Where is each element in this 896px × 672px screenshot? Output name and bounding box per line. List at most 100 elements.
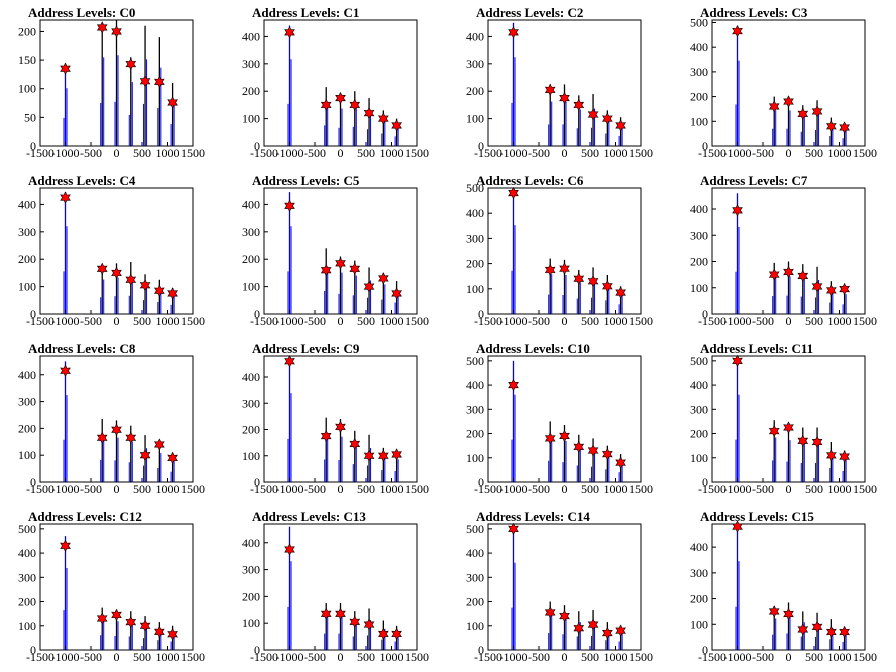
peak-marker [363,449,375,462]
x-tick-label: 1500 [853,146,877,160]
peak-marker [320,429,332,443]
x-tick-label: -500 [304,482,326,496]
x-tick-label: 500 [357,650,375,664]
panel-6: Address Levels: C60100200300400500-1500-… [466,173,653,328]
y-tick-label: 300 [242,225,260,239]
y-tick-label: 400 [18,368,36,382]
x-tick-label: 1000 [828,314,852,328]
x-tick-label: 1500 [405,650,429,664]
peak-marker [96,262,108,275]
peak-marker [284,355,295,368]
x-tick-label: 1500 [181,482,205,496]
peak-marker [602,447,613,461]
peak-marker [60,191,71,204]
peak-marker [349,98,361,112]
y-tick-label: 300 [242,396,260,410]
x-tick-label: 500 [805,482,823,496]
x-tick-label: 0 [786,146,792,160]
y-tick-label: 100 [690,617,708,631]
y-tick-label: 200 [690,592,708,606]
x-tick-label: -1500 [26,650,54,664]
x-tick-label: -1500 [698,314,726,328]
y-tick-label: 200 [242,589,260,603]
x-tick-label: 1000 [604,650,628,664]
peak-marker [320,264,332,277]
x-tick-label: -1000 [500,314,528,328]
y-tick-label: 300 [242,563,260,577]
y-tick-label: 100 [18,619,36,633]
y-tick-label: 200 [18,595,36,609]
y-tick-label: 0 [478,307,484,321]
x-tick-label: 1500 [181,314,205,328]
x-tick-label: 1500 [629,146,653,160]
peak-marker [839,121,850,134]
y-tick-label: 400 [466,206,484,220]
y-tick-label: 100 [466,451,484,465]
peak-marker [111,423,122,436]
y-tick-label: 100 [18,448,36,462]
x-tick-label: 1500 [181,650,205,664]
x-tick-label: 500 [581,146,599,160]
peak-marker [125,431,137,444]
x-tick-label: -1000 [724,314,752,328]
peak-marker [284,199,295,212]
x-tick-label: -500 [80,146,102,160]
panel-14: Address Levels: C14 0 100 200 300 400 500 -1500… [466,509,653,664]
panel-title: Address Levels: C5 [252,173,360,188]
y-tick-label: 200 [466,257,484,271]
x-tick-label: -1500 [474,314,502,328]
x-tick-label: -500 [752,482,774,496]
x-tick-label: 1000 [604,482,628,496]
peak-marker [839,282,850,296]
y-tick-label: 500 [466,354,484,368]
y-tick-label: 100 [466,112,484,126]
peak-marker [839,450,850,463]
x-tick-label: -500 [304,650,326,664]
y-tick-label: 400 [466,378,484,392]
x-tick-label: 1000 [156,482,180,496]
x-tick-label: -1500 [26,146,54,160]
y-tick-label: 0 [30,475,36,489]
peak-marker [335,607,346,620]
x-tick-label: 1500 [405,146,429,160]
y-tick-label: 100 [466,282,484,296]
x-tick-label: -1000 [276,314,304,328]
y-tick-label: 400 [242,29,260,43]
peak-marker [587,108,599,121]
x-tick-label: 0 [338,482,344,496]
peak-marker [111,608,122,622]
peak-marker [60,539,71,552]
y-tick-label: 200 [690,90,708,104]
x-tick-label: 1500 [629,482,653,496]
peak-marker [615,119,626,132]
x-tick-label: -1000 [500,650,528,664]
y-tick-label: 150 [18,53,36,67]
peak-marker [284,543,295,556]
peak-marker [587,618,599,631]
peak-marker [96,431,108,444]
x-tick-label: -1500 [26,314,54,328]
panel-title: Address Levels: C9 [252,341,360,356]
x-tick-label: 1000 [828,650,852,664]
y-tick-label: 400 [242,197,260,211]
y-tick-label: 0 [30,643,36,657]
y-tick-label: 200 [242,252,260,266]
x-tick-label: 0 [338,650,344,664]
x-tick-label: -1000 [276,650,304,664]
peak-marker [559,609,570,623]
peak-marker [378,627,389,641]
x-tick-label: -1000 [52,482,80,496]
peak-marker [573,272,585,285]
panel-title: Address Levels: C2 [476,5,583,20]
peak-marker [615,624,626,637]
x-tick-label: 500 [805,650,823,664]
panel-2: Address Levels: C2 0 100 200 300 400 -1500-100… [466,5,653,160]
x-tick-label: 1000 [380,650,404,664]
peak-marker [391,627,402,641]
x-tick-label: 500 [581,482,599,496]
panel-10: Address Levels: C10 0 100 200 300 400 500 -1500… [466,341,653,496]
peak-marker [125,273,137,286]
peak-marker [732,520,743,533]
peak-marker [154,75,165,89]
